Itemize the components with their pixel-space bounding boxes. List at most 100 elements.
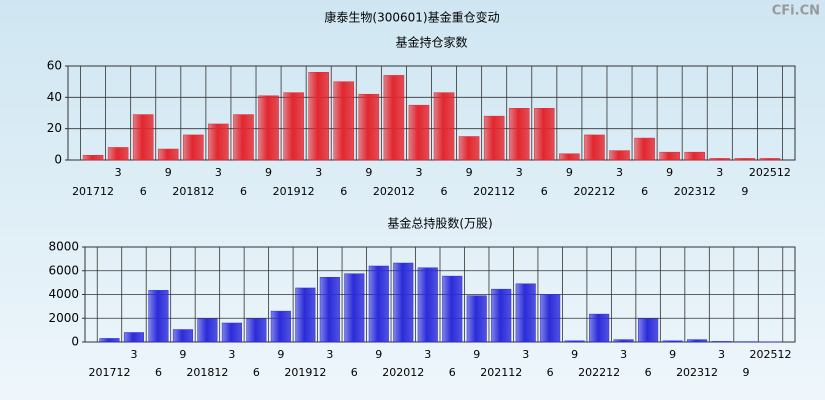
bar (107, 147, 129, 161)
x-tick-label: 9 (566, 166, 573, 179)
x-tick-label: 9 (165, 166, 172, 179)
bar (433, 92, 455, 161)
y-tick-label: 2000 (48, 311, 79, 325)
x-tick-label: 201812 (186, 366, 228, 379)
bar (82, 155, 104, 161)
bar (233, 114, 254, 161)
bar (559, 153, 580, 161)
bar (709, 158, 731, 161)
bar (534, 108, 555, 161)
bar (258, 95, 279, 161)
x-tick-label: 201712 (72, 185, 114, 198)
bar (123, 332, 145, 343)
bar (638, 318, 659, 343)
x-tick-label: 6 (140, 185, 147, 198)
bar (684, 151, 706, 161)
x-tick-label: 3 (115, 166, 122, 179)
x-tick-label: 9 (741, 185, 748, 198)
bar (613, 339, 634, 343)
x-tick-label: 202312 (676, 366, 718, 379)
bar (172, 329, 193, 343)
bar (483, 115, 505, 161)
x-tick-label: 3 (415, 166, 422, 179)
bar (759, 158, 781, 161)
x-tick-label: 6 (441, 185, 448, 198)
bar (584, 134, 605, 161)
bar (344, 273, 365, 343)
bar (319, 277, 340, 343)
bar (333, 81, 355, 161)
bar (515, 283, 536, 343)
x-tick-label: 9 (473, 348, 480, 361)
bar (99, 338, 120, 343)
x-tick-label: 201712 (88, 366, 130, 379)
x-tick-label: 3 (522, 348, 529, 361)
x-tick-label: 202112 (473, 185, 515, 198)
x-tick-label: 6 (351, 366, 358, 379)
x-tick-label: 3 (228, 348, 235, 361)
x-tick-label: 3 (315, 166, 322, 179)
x-tick-label: 202512 (750, 348, 792, 361)
x-tick-label: 9 (375, 348, 382, 361)
x-tick-label: 3 (130, 348, 137, 361)
bar (711, 341, 732, 343)
x-tick-label: 202212 (578, 366, 620, 379)
x-tick-label: 202012 (373, 185, 415, 198)
x-tick-label: 202212 (573, 185, 615, 198)
bar (132, 114, 154, 161)
bar (508, 108, 530, 161)
y-tick-label: 40 (47, 90, 62, 104)
bar (308, 72, 329, 161)
x-tick-label: 6 (253, 366, 260, 379)
chart-title: 基金持仓家数 (395, 35, 467, 50)
y-tick-label: 60 (47, 59, 62, 73)
x-tick-label: 9 (669, 348, 676, 361)
x-tick-label: 9 (666, 166, 673, 179)
bar (634, 137, 655, 161)
x-tick-label: 202112 (480, 366, 522, 379)
bar (208, 123, 229, 161)
bar (466, 295, 487, 343)
bar (659, 151, 680, 161)
y-tick-label: 0 (71, 335, 79, 349)
bar (368, 265, 389, 343)
x-tick-label: 6 (641, 185, 648, 198)
bar (687, 339, 708, 343)
bar (408, 104, 430, 161)
x-tick-label: 3 (718, 348, 725, 361)
x-tick-label: 201812 (172, 185, 214, 198)
bar (662, 340, 683, 343)
x-tick-label: 6 (645, 366, 652, 379)
x-tick-label: 3 (424, 348, 431, 361)
bar (283, 92, 304, 161)
bar (295, 287, 316, 343)
x-tick-label: 6 (547, 366, 554, 379)
bar (564, 340, 585, 343)
x-tick-label: 201912 (273, 185, 315, 198)
x-tick-label: 9 (743, 366, 750, 379)
x-tick-label: 6 (449, 366, 456, 379)
x-tick-label: 3 (516, 166, 523, 179)
x-tick-label: 202312 (674, 185, 716, 198)
bar (458, 136, 480, 161)
x-tick-label: 9 (466, 166, 473, 179)
x-tick-label: 6 (155, 366, 162, 379)
bar (609, 150, 630, 161)
x-tick-label: 201912 (284, 366, 326, 379)
y-tick-label: 8000 (48, 240, 79, 254)
page-title: 康泰生物(300601)基金重仓变动 (324, 10, 499, 25)
bar (358, 93, 380, 161)
bar (393, 262, 414, 343)
x-tick-label: 202512 (749, 166, 791, 179)
bar (734, 158, 756, 161)
x-tick-label: 9 (365, 166, 372, 179)
x-tick-label: 9 (179, 348, 186, 361)
bar (270, 310, 291, 343)
y-tick-label: 0 (54, 153, 62, 167)
bar (157, 148, 179, 161)
x-tick-label: 3 (616, 166, 623, 179)
bar (442, 275, 463, 343)
x-tick-label: 3 (716, 166, 723, 179)
x-tick-label: 3 (620, 348, 627, 361)
